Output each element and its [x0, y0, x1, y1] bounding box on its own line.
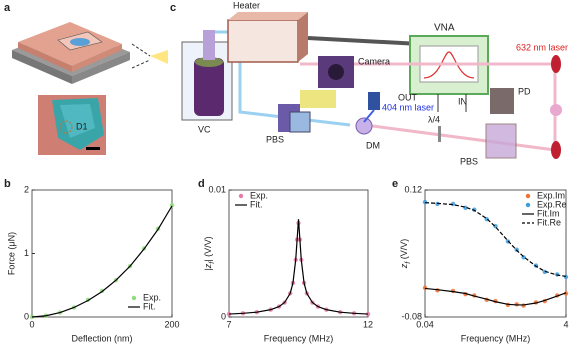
data-point: [169, 203, 175, 208]
optical-setup: Heater VNA 632 nm laser Camera OUT IN PD…: [131, 0, 568, 166]
legend-label: Fit.: [250, 199, 263, 209]
y-tick-label: 0: [221, 311, 226, 321]
legend-label: Exp.: [143, 292, 161, 302]
y-tick-label: 2: [24, 184, 29, 194]
panel-label: a: [4, 2, 11, 14]
legend-marker: [238, 193, 244, 199]
y-tick-label: 0.12: [404, 184, 422, 194]
plot-frame: [228, 189, 369, 318]
legend-marker: [525, 202, 531, 208]
series-line: [424, 202, 567, 277]
legend-label: Exp.Re: [537, 199, 567, 209]
data-point: [542, 269, 547, 275]
y-tick-label: 0: [24, 311, 29, 321]
vna-label: VNA: [434, 23, 455, 34]
camera-label: Camera: [358, 56, 390, 66]
y-axis-label: Force (μN): [6, 232, 16, 275]
x-tick-label: 7: [226, 319, 231, 329]
plot-frame: [424, 189, 567, 318]
data-point: [422, 199, 428, 205]
panel-label: e: [392, 178, 398, 190]
x-tick-label: 200: [164, 319, 179, 329]
legend-label: Fit.Re: [537, 217, 561, 227]
data-point: [554, 272, 560, 277]
y-axis-label-part: |z: [203, 263, 213, 270]
vc-label: VC: [198, 124, 211, 134]
data-point: [521, 303, 526, 308]
y-axis-label-part: f: [209, 261, 216, 264]
legend-label: Fit.Im: [537, 208, 560, 218]
heater-label: Heater: [233, 0, 260, 10]
device-photo: D1: [38, 95, 106, 155]
data-point: [563, 274, 569, 280]
legend-label: Fit.: [143, 301, 156, 311]
legend-marker: [525, 193, 531, 199]
data-point: [29, 314, 35, 320]
y-axis-label-part: f: [405, 261, 412, 264]
y-axis-label-part: (V/V): [399, 239, 409, 262]
out-label: OUT: [398, 92, 418, 102]
x-axis-label: Deflection (nm): [71, 333, 132, 343]
y-axis-label: zf (V/V): [399, 239, 412, 269]
data-point: [422, 285, 428, 290]
series-line: [424, 287, 567, 306]
pbs-label: PBS: [460, 156, 478, 166]
y-axis-label-part: z: [399, 263, 409, 269]
y-axis-label: |zf| (V/V): [203, 236, 216, 270]
panel-label: c: [170, 2, 176, 14]
x-axis-label: Frequency (MHz): [264, 333, 334, 343]
in-label: IN: [458, 96, 467, 106]
legend-label: Exp.Im: [537, 190, 565, 200]
pbs-label: PBS: [266, 134, 284, 144]
x-tick-label: 4: [563, 319, 568, 329]
dm-label: DM: [366, 140, 380, 150]
quarter-wave-label: λ/4: [428, 114, 440, 124]
x-tick-label: 0: [29, 319, 34, 329]
panel-label: b: [4, 178, 11, 190]
series-line: [228, 219, 369, 315]
y-axis-label-part: | (V/V): [203, 236, 213, 261]
x-axis-label: Frequency (MHz): [461, 333, 531, 343]
blue-laser-label: 404 nm laser: [382, 102, 434, 112]
legend-marker: [131, 295, 137, 301]
device-illustration: [12, 22, 130, 84]
legend-label: Exp.: [250, 190, 268, 200]
x-tick-label: 12: [363, 319, 373, 329]
device-label: D1: [76, 121, 88, 131]
pd-label: PD: [518, 86, 531, 96]
y-tick-label: 0.01: [208, 184, 226, 194]
y-tick-label: -0.08: [401, 311, 422, 321]
series-line: [31, 205, 173, 318]
y-tick-label: 1: [24, 248, 29, 258]
panel-label: d: [198, 178, 205, 190]
red-laser-label: 632 nm laser: [516, 42, 568, 52]
x-tick-label: 0.04: [416, 319, 434, 329]
